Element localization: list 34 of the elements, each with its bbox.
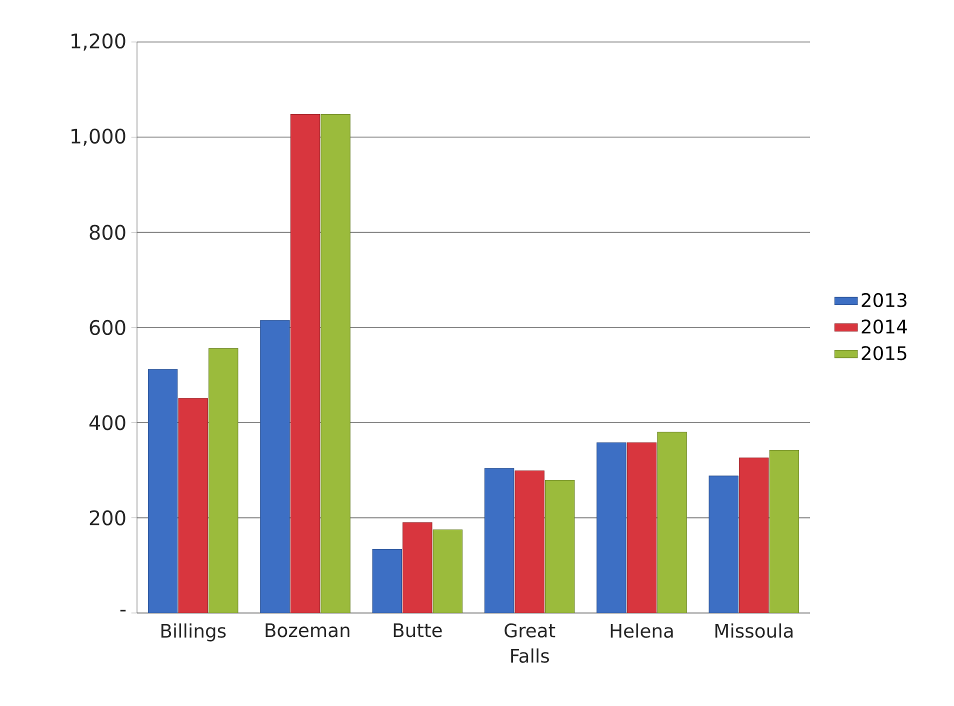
bar <box>290 114 320 613</box>
y-tick-label: 400 <box>89 415 126 430</box>
x-tick-label: Missoula <box>715 623 793 638</box>
bar <box>260 320 290 613</box>
y-tick-label: 800 <box>90 224 126 240</box>
bar <box>739 458 769 613</box>
legend-label: 2015 <box>862 346 906 360</box>
bar <box>769 450 800 613</box>
y-tick-label: 1,200 <box>72 33 126 51</box>
bar <box>545 480 575 613</box>
x-tick-label: Billings <box>161 623 226 642</box>
y-tick-label: - <box>120 610 126 612</box>
y-tick-label: 200 <box>90 510 126 526</box>
bar <box>320 114 350 613</box>
bar <box>657 432 687 613</box>
bar <box>514 470 544 613</box>
legend-label: 2014 <box>862 320 907 334</box>
bar <box>596 442 626 613</box>
bar <box>148 369 178 613</box>
bar <box>432 529 463 613</box>
bar <box>402 522 432 613</box>
bar <box>484 468 514 613</box>
y-tick-label: 600 <box>90 320 126 336</box>
bar <box>208 348 238 613</box>
y-tick-label: 1,000 <box>72 128 126 146</box>
x-tick-label: Butte <box>394 623 442 638</box>
legend-label: 2013 <box>862 293 906 308</box>
bar <box>178 398 208 613</box>
bar <box>372 548 402 613</box>
x-tick-label: Great Falls <box>504 623 556 663</box>
x-tick-label: Bozeman <box>266 623 350 638</box>
bar <box>708 476 738 613</box>
bar <box>626 442 657 613</box>
x-tick-label: Helena <box>610 623 673 638</box>
